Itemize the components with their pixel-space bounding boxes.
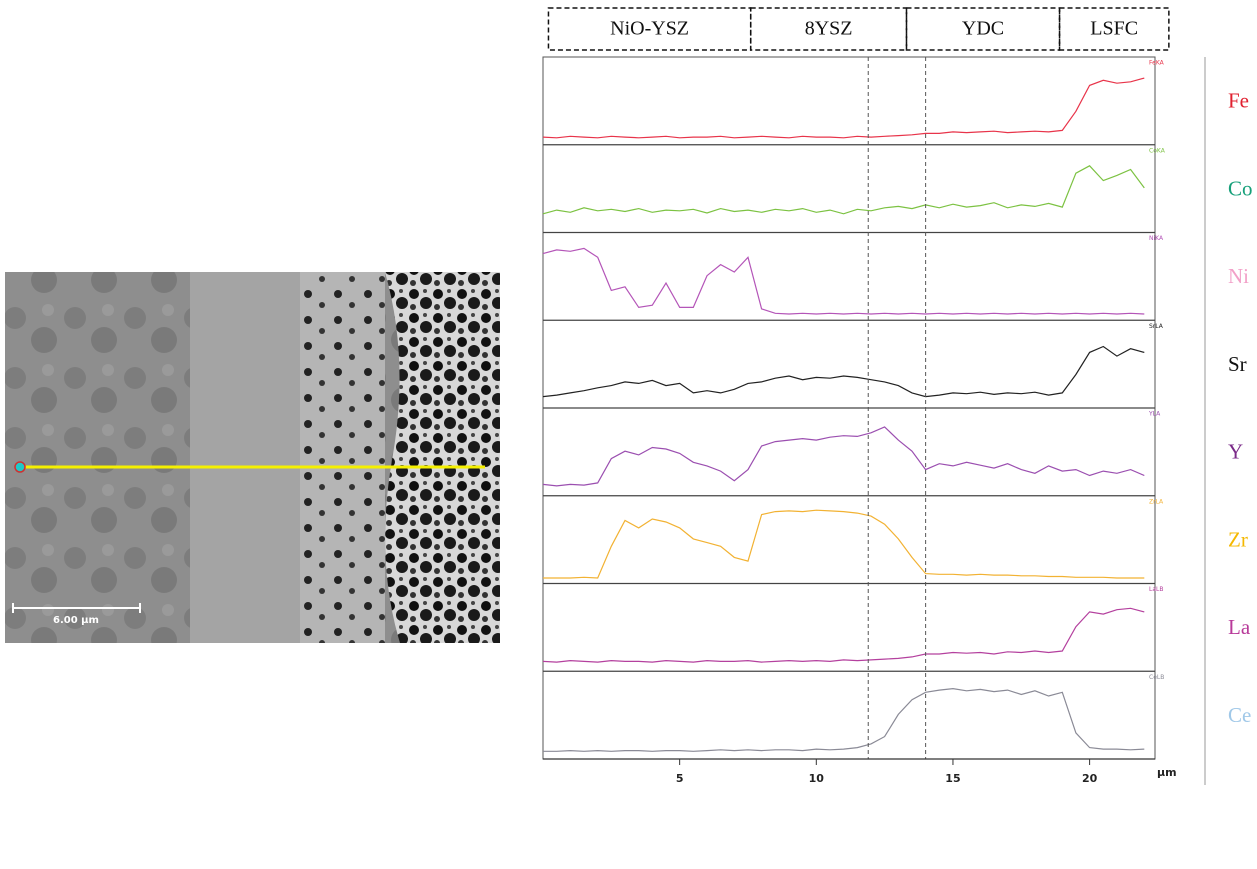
legend-label: Sr	[1228, 352, 1247, 376]
layer-box	[1058, 7, 1170, 51]
line-series	[542, 345, 1145, 398]
layer-box	[547, 7, 752, 51]
legend-label: Ce	[1228, 703, 1251, 727]
scale-bar-label: 6.00 µm	[53, 615, 99, 626]
line-series	[542, 607, 1145, 663]
x-tick-label: 10	[809, 772, 825, 785]
layer-label: 8YSZ	[805, 18, 853, 40]
line-series	[543, 509, 1145, 579]
x-tick-label: 5	[676, 772, 684, 785]
legend-label: Y	[1228, 440, 1243, 464]
channel-label: NiKA	[1149, 235, 1164, 242]
line-series	[542, 426, 1145, 487]
legend-label: Fe	[1228, 89, 1249, 113]
x-tick-label: 15	[945, 772, 960, 785]
layer-label: YDC	[962, 18, 1004, 40]
line-series	[543, 687, 1145, 752]
channel-label: ZrLA	[1149, 498, 1164, 505]
layer-label: NiO-YSZ	[610, 18, 689, 40]
line-series	[542, 247, 1145, 315]
x-tick-label: 20	[1082, 772, 1098, 785]
legend-label: Zr	[1228, 527, 1248, 551]
x-unit-label: µm	[1157, 766, 1177, 779]
channel-label: LaLB	[1149, 586, 1163, 593]
legend-label: Co	[1228, 176, 1253, 200]
layer-label: LSFC	[1090, 18, 1138, 40]
channel-label: FeKA	[1149, 60, 1165, 67]
line-series	[542, 165, 1145, 215]
channel-label: CoKA	[1149, 147, 1166, 154]
channel-label: SrLA	[1149, 323, 1164, 330]
sem-image: 6.00 µm	[5, 272, 500, 643]
legend-label: La	[1228, 615, 1251, 639]
layer-box	[905, 7, 1061, 51]
channel-label: CeLB	[1149, 674, 1164, 681]
legend-label: Ni	[1228, 264, 1249, 288]
line-series	[542, 77, 1145, 139]
channel-label: YLA	[1148, 411, 1161, 418]
